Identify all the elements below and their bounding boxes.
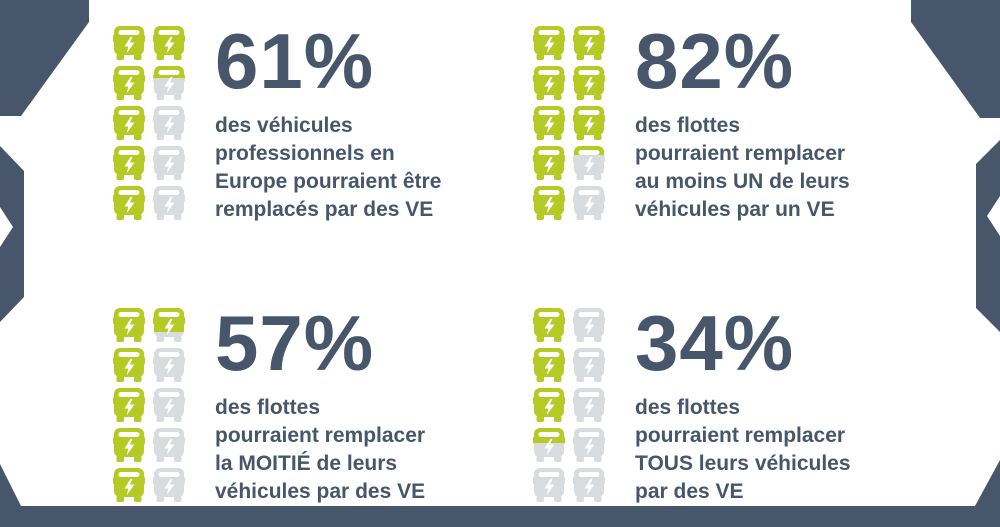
vehicle-icon-green bbox=[113, 308, 145, 342]
vehicle-icon-gray bbox=[153, 348, 185, 382]
stat-value: 57% bbox=[215, 299, 375, 387]
frame-shape-left-strip bbox=[0, 146, 24, 322]
vehicle-icon-green bbox=[533, 186, 565, 220]
vehicle-icon-green bbox=[533, 66, 565, 100]
frame-shape-bottom-left-wedge bbox=[0, 464, 21, 506]
vehicle-icon-partial bbox=[573, 146, 605, 180]
stat-text: 61% des véhicules professionnels en Euro… bbox=[215, 17, 442, 224]
vehicle-icon-partial bbox=[153, 308, 185, 342]
frame-notch-left bbox=[0, 207, 13, 247]
vehicle-icon-green bbox=[533, 26, 565, 60]
stat-block-replace-all-fleet: 34% des flottes pourraient remplacer TOU… bbox=[533, 299, 851, 506]
stat-text: 57% des flottes pourraient remplacer la … bbox=[215, 299, 426, 506]
vehicle-icon-green bbox=[113, 146, 145, 180]
vehicle-icon-green bbox=[573, 66, 605, 100]
vehicle-icon-gray bbox=[573, 428, 605, 462]
stat-value: 61% bbox=[215, 17, 375, 105]
vehicle-icon-gray bbox=[153, 388, 185, 422]
vehicle-icon-green bbox=[573, 26, 605, 60]
vehicle-icon-green bbox=[533, 308, 565, 342]
frame-shape-top-left-corner bbox=[0, 0, 89, 116]
vehicle-icon-green bbox=[113, 186, 145, 220]
vehicle-icon-green bbox=[573, 106, 605, 140]
vehicle-pictogram bbox=[533, 308, 605, 502]
frame-notch-right bbox=[987, 196, 1000, 236]
stat-text: 34% des flottes pourraient remplacer TOU… bbox=[635, 299, 851, 506]
vehicle-pictogram bbox=[113, 308, 185, 502]
vehicle-icon-green bbox=[533, 146, 565, 180]
vehicle-icon-green bbox=[533, 388, 565, 422]
vehicle-pictogram bbox=[113, 26, 185, 220]
vehicle-icon-green bbox=[113, 26, 145, 60]
stat-block-professional-vehicles: 61% des véhicules professionnels en Euro… bbox=[113, 17, 442, 224]
vehicle-icon-green bbox=[113, 348, 145, 382]
vehicle-icon-gray bbox=[573, 186, 605, 220]
frame-shape-right-strip bbox=[976, 140, 1000, 332]
frame-shape-bottom-right-wedge bbox=[975, 460, 1000, 506]
stat-description: des flottes pourraient remplacer au moin… bbox=[635, 113, 850, 222]
vehicle-icon-green bbox=[533, 106, 565, 140]
stat-description: des flottes pourraient remplacer TOUS le… bbox=[635, 395, 851, 504]
vehicle-icon-green bbox=[113, 66, 145, 100]
vehicle-icon-gray bbox=[573, 468, 605, 502]
stat-block-replace-one-vehicle: 82% des flottes pourraient remplacer au … bbox=[533, 17, 850, 224]
vehicle-icon-gray bbox=[153, 186, 185, 220]
vehicle-icon-green bbox=[533, 348, 565, 382]
vehicle-icon-green bbox=[153, 26, 185, 60]
frame-shape-top-right-corner bbox=[911, 0, 1000, 118]
vehicle-icon-green bbox=[113, 428, 145, 462]
vehicle-pictogram bbox=[533, 26, 605, 220]
stat-value: 34% bbox=[635, 299, 795, 387]
vehicle-icon-gray bbox=[153, 468, 185, 502]
vehicle-icon-green bbox=[113, 468, 145, 502]
stat-block-replace-half-fleet: 57% des flottes pourraient remplacer la … bbox=[113, 299, 426, 506]
vehicle-icon-gray bbox=[573, 308, 605, 342]
vehicle-icon-gray bbox=[153, 428, 185, 462]
vehicle-icon-gray bbox=[533, 468, 565, 502]
stat-value: 82% bbox=[635, 17, 795, 105]
stat-description: des flottes pourraient remplacer la MOIT… bbox=[215, 395, 426, 504]
vehicle-icon-gray bbox=[573, 348, 605, 382]
frame-shape-bottom-bar bbox=[0, 506, 1000, 527]
vehicle-icon-green bbox=[113, 106, 145, 140]
vehicle-icon-gray bbox=[573, 388, 605, 422]
stat-description: des véhicules professionnels en Europe p… bbox=[215, 113, 442, 222]
stat-text: 82% des flottes pourraient remplacer au … bbox=[635, 17, 850, 224]
vehicle-icon-gray bbox=[153, 106, 185, 140]
vehicle-icon-gray bbox=[153, 146, 185, 180]
vehicle-icon-partial bbox=[153, 66, 185, 100]
vehicle-icon-partial bbox=[533, 428, 565, 462]
vehicle-icon-green bbox=[113, 388, 145, 422]
